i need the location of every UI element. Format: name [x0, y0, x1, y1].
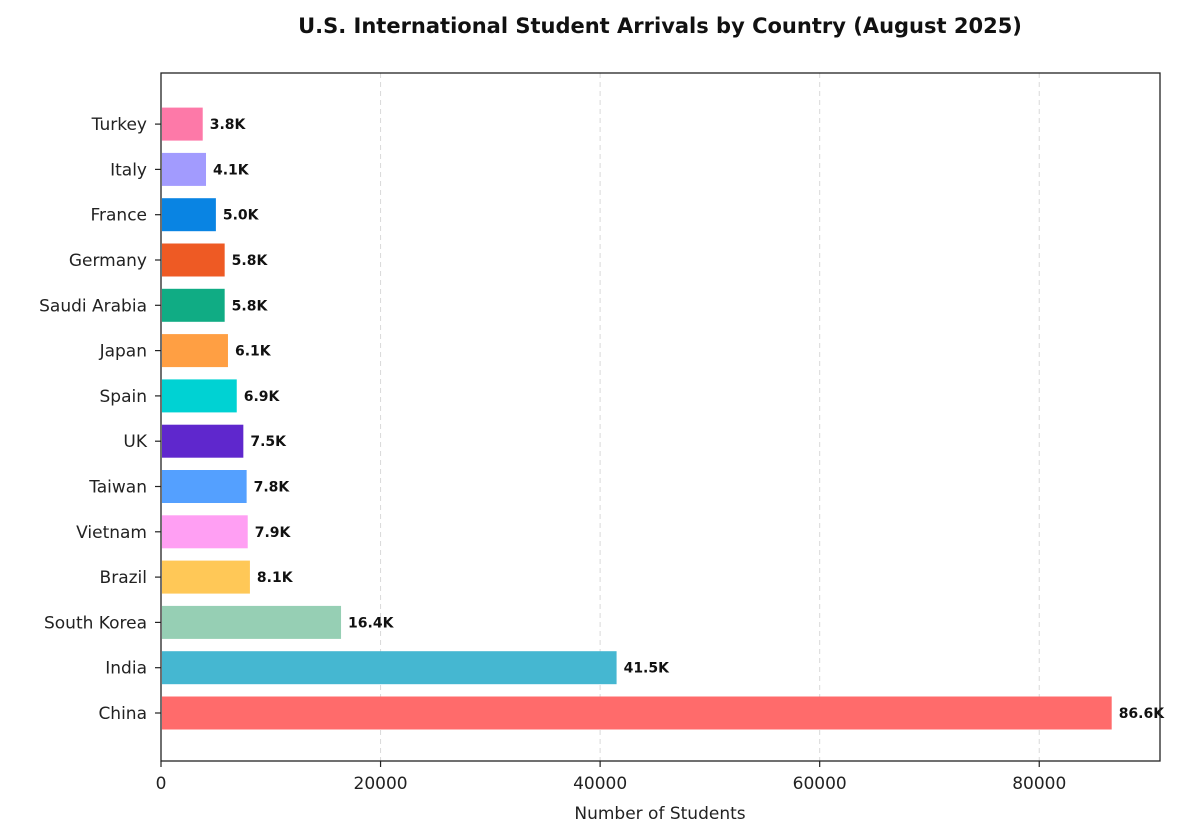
data-label: 7.9K — [255, 525, 292, 541]
data-label: 7.5K — [250, 434, 287, 450]
x-tick-label: 60000 — [793, 774, 847, 794]
y-tick-label: India — [105, 659, 147, 679]
data-label: 16.4K — [348, 615, 395, 631]
y-tick-label: China — [98, 704, 147, 724]
bar-brazil — [162, 560, 250, 594]
bar-spain — [162, 379, 237, 413]
bar-germany — [162, 243, 225, 277]
data-label: 5.0K — [223, 208, 260, 224]
y-tick-label: Taiwan — [88, 478, 147, 498]
data-label: 6.1K — [235, 344, 272, 360]
y-tick-label: France — [90, 206, 147, 226]
data-label: 6.9K — [244, 389, 281, 405]
bars-group: 86.6K 41.5K 16.4K 8.1K 7.9K 7.8K 7.5K 6.9K 6.1K 5… — [162, 107, 1166, 730]
data-label: 5.8K — [232, 298, 269, 314]
bar-china — [162, 696, 1112, 730]
chart-title: U.S. International Student Arrivals by C… — [298, 14, 1022, 38]
x-tick-label: 20000 — [354, 774, 408, 794]
y-tick-label: South Korea — [44, 613, 147, 633]
axes-frame — [160, 72, 1161, 762]
bar-india — [162, 651, 617, 685]
bar-uk — [162, 424, 244, 458]
x-tick-label: 40000 — [573, 774, 627, 794]
y-tick-label: Saudi Arabia — [39, 296, 147, 316]
y-tick-label: Brazil — [100, 568, 147, 588]
data-label: 3.8K — [210, 117, 247, 133]
data-label: 41.5K — [624, 661, 671, 677]
data-label: 4.1K — [213, 162, 250, 178]
bar-turkey — [162, 107, 203, 141]
x-axis-label: Number of Students — [574, 804, 745, 824]
y-tick-label: Turkey — [91, 115, 147, 135]
bar-france — [162, 198, 216, 232]
bar-taiwan — [162, 470, 247, 503]
data-label: 7.8K — [254, 480, 291, 496]
bar-south-korea — [162, 605, 342, 639]
data-label: 86.6K — [1119, 706, 1166, 722]
data-label: 5.8K — [232, 253, 269, 269]
data-label: 8.1K — [257, 570, 294, 586]
y-tick-label: Germany — [69, 251, 147, 271]
y-tick-label: Japan — [99, 342, 147, 362]
bar-saudi-arabia — [162, 288, 225, 322]
y-tick-label: Italy — [110, 160, 147, 180]
bar-vietnam — [162, 515, 248, 549]
bar-japan — [162, 334, 228, 368]
grid-lines — [380, 73, 1040, 761]
x-ticks: 0 20000 40000 60000 80000 — [156, 761, 1066, 794]
bar-italy — [162, 152, 207, 186]
x-tick-label: 80000 — [1012, 774, 1066, 794]
y-tick-label: UK — [123, 432, 147, 452]
y-tick-labels: China India South Korea Brazil Vietnam Taiwan… — [39, 115, 161, 724]
x-tick-label: 0 — [156, 774, 167, 794]
y-tick-label: Vietnam — [76, 523, 147, 543]
y-tick-label: Spain — [100, 387, 148, 407]
